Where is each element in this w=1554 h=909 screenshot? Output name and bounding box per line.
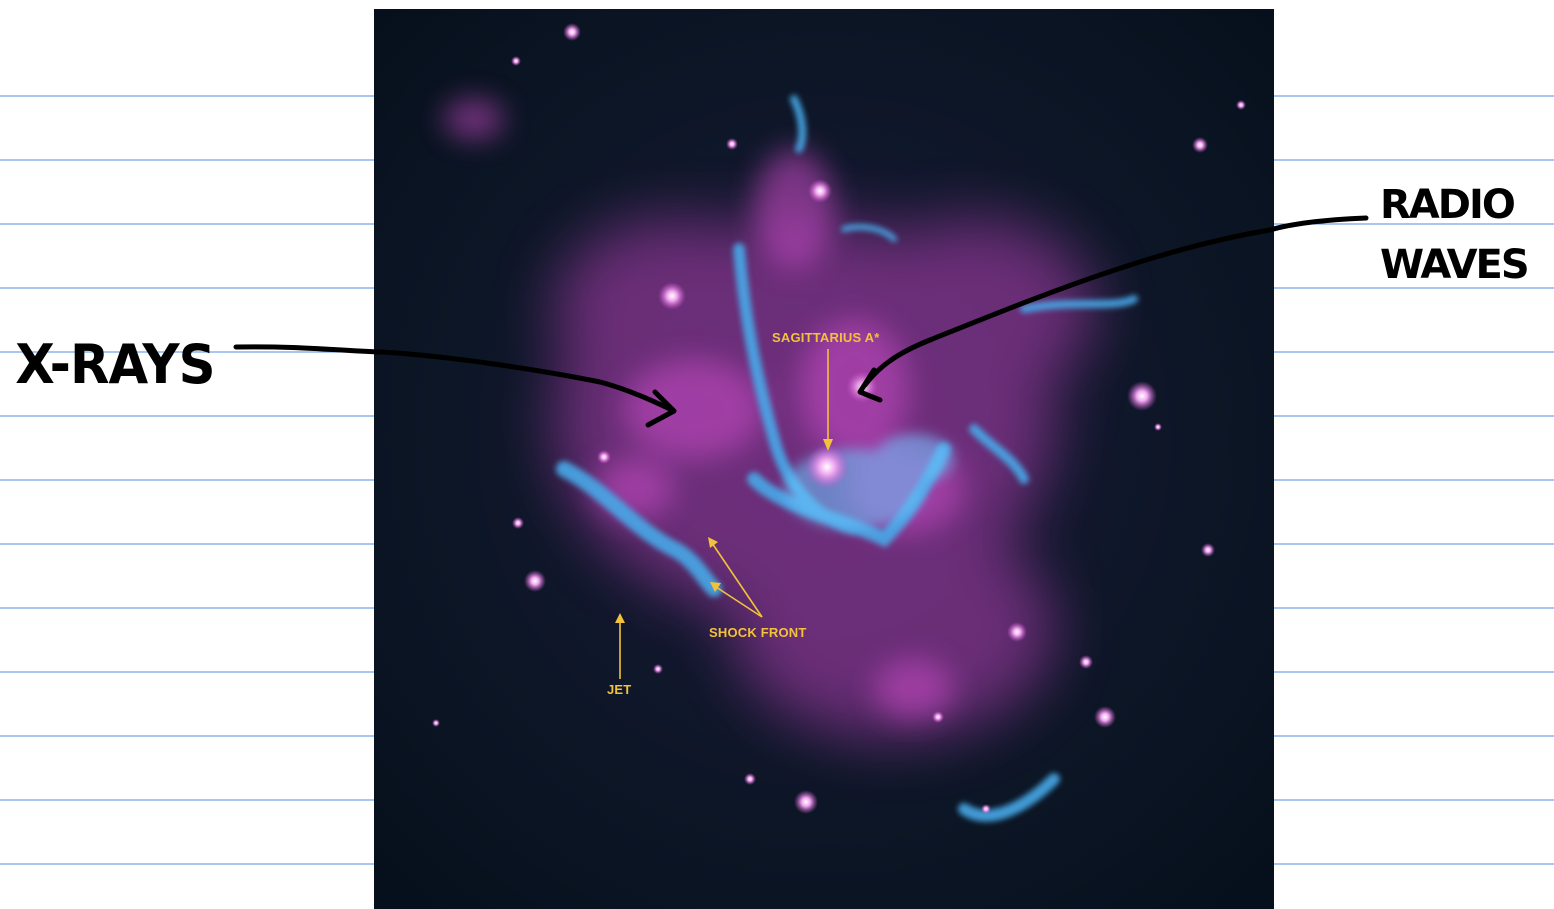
galactic-center-image [374,9,1274,909]
waves-handwritten-label: WAVES [1380,242,1530,288]
jet-label: JET [607,682,632,697]
xrays-handwritten-label: X-RAYS [15,333,215,396]
shock-front-label: SHOCK FRONT [709,625,807,640]
radio-handwritten-label: RADIO [1380,182,1516,228]
sagittarius-a-label: SAGITTARIUS A* [772,330,880,345]
